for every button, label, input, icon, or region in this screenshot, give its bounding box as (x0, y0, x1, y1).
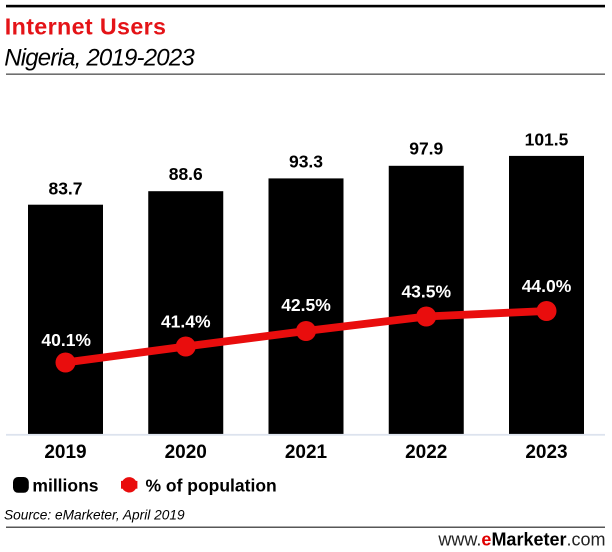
svg-text:% of population: % of population (146, 475, 277, 495)
svg-text:41.4%: 41.4% (161, 312, 211, 332)
svg-text:Internet Users: Internet Users (5, 14, 167, 40)
svg-text:83.7: 83.7 (48, 179, 82, 199)
svg-text:2021: 2021 (285, 442, 328, 463)
svg-text:101.5: 101.5 (525, 129, 569, 149)
svg-text:millions: millions (32, 475, 98, 495)
svg-text:Nigeria, 2019-2023: Nigeria, 2019-2023 (4, 44, 195, 71)
svg-text:97.9: 97.9 (409, 139, 443, 159)
svg-text:88.6: 88.6 (169, 164, 203, 184)
svg-text:2023: 2023 (525, 442, 567, 463)
svg-text:43.5%: 43.5% (401, 282, 451, 302)
svg-text:40.1%: 40.1% (41, 330, 91, 350)
svg-text:2019: 2019 (44, 442, 86, 463)
svg-text:93.3: 93.3 (289, 152, 323, 172)
svg-text:www.eMarketer.com: www.eMarketer.com (437, 529, 605, 549)
svg-text:2020: 2020 (165, 442, 207, 463)
svg-text:Source: eMarketer, April 2019: Source: eMarketer, April 2019 (4, 508, 185, 523)
svg-text:42.5%: 42.5% (281, 295, 331, 315)
svg-text:2022: 2022 (405, 442, 447, 463)
svg-text:44.0%: 44.0% (522, 276, 572, 296)
